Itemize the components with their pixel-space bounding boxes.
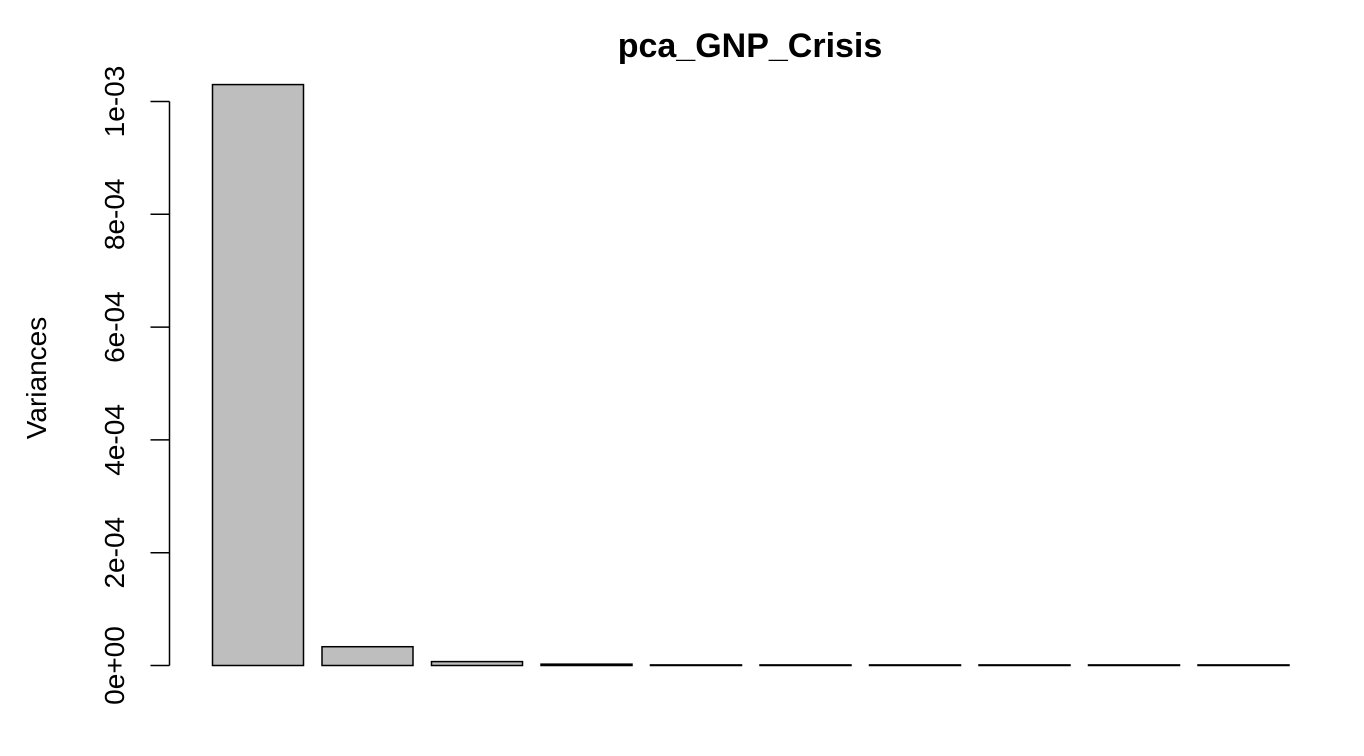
variance-bar xyxy=(211,83,305,667)
y-tick-label: 0e+00 xyxy=(99,626,130,705)
y-tick-label: 8e-04 xyxy=(99,178,130,250)
y-tick-label: 1e-03 xyxy=(99,66,130,138)
chart-title: pca_GNP_Crisis xyxy=(618,27,883,65)
variance-bar xyxy=(868,664,962,667)
y-tick-label: 4e-04 xyxy=(99,404,130,476)
y-tick-label: 6e-04 xyxy=(99,291,130,363)
variance-bar xyxy=(540,663,633,667)
variance-bar xyxy=(1087,664,1181,667)
variance-bar xyxy=(978,664,1071,667)
y-axis-label: Variances xyxy=(21,317,52,439)
variance-bar xyxy=(1197,664,1290,667)
bars-group xyxy=(211,83,1290,667)
variance-bar xyxy=(649,664,743,667)
variance-bar xyxy=(759,664,852,667)
y-axis: 0e+00 2e-04 4e-04 6e-04 8e-04 1e-03 xyxy=(99,66,171,705)
y-tick-label: 2e-04 xyxy=(99,517,130,589)
variance-bar xyxy=(321,645,414,667)
variance-bar xyxy=(430,660,524,667)
